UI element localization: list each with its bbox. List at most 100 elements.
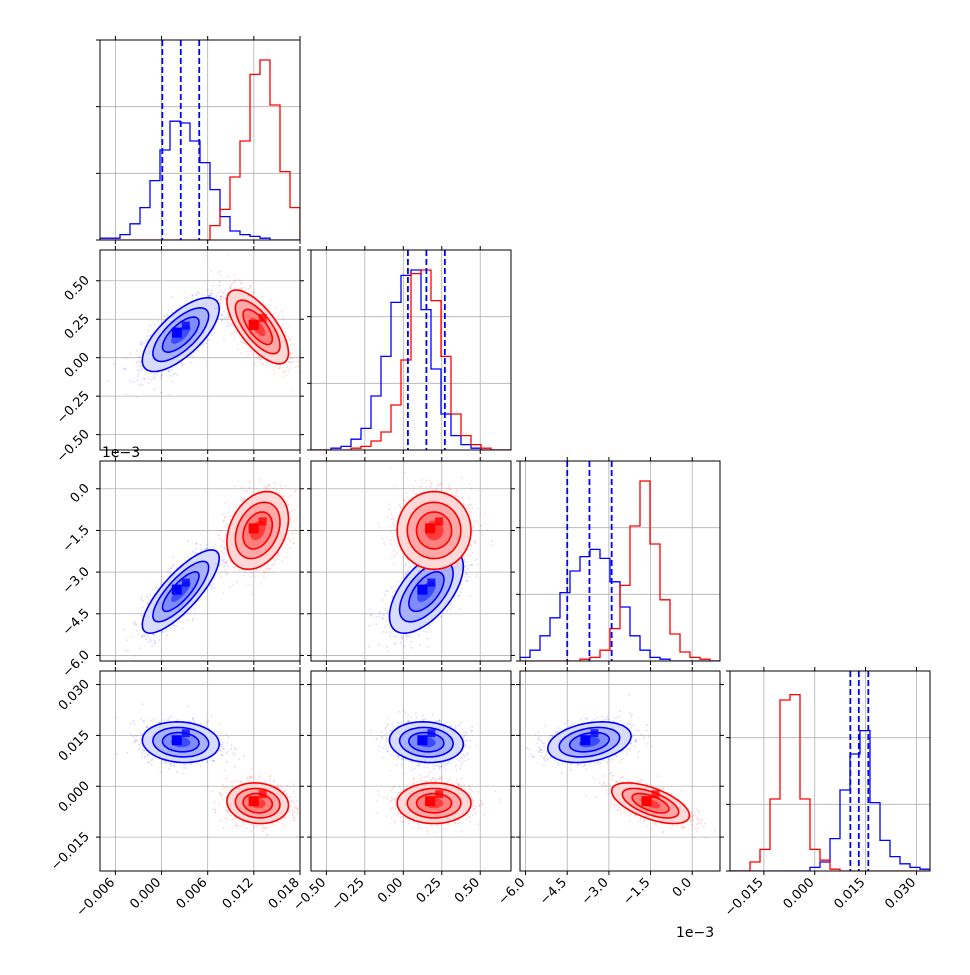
sample-point	[211, 587, 213, 589]
sample-point	[228, 567, 230, 569]
sample-point	[261, 359, 263, 361]
sample-point	[180, 362, 182, 364]
sample-point	[290, 357, 292, 359]
sample-point	[192, 295, 194, 297]
sample-point	[153, 373, 155, 375]
sample-point	[293, 509, 295, 511]
sample-point	[141, 636, 143, 638]
sample-point	[141, 369, 143, 371]
sample-point	[138, 633, 140, 635]
sample-point	[219, 274, 221, 276]
sample-point	[212, 546, 214, 548]
sample-point	[245, 343, 247, 345]
sample-point	[204, 547, 206, 549]
sample-point	[154, 643, 156, 645]
sample-point	[149, 325, 151, 327]
sample-point	[135, 624, 137, 626]
sample-point	[160, 392, 162, 394]
sample-point	[277, 315, 279, 317]
sample-point	[220, 299, 222, 301]
sample-point	[142, 600, 144, 602]
sample-point	[291, 352, 293, 354]
sample-point	[236, 505, 238, 507]
sample-point	[286, 374, 288, 376]
sample-point	[281, 326, 283, 328]
sample-point	[286, 556, 288, 558]
sample-point	[226, 560, 228, 562]
sample-point	[239, 279, 241, 281]
sample-point	[244, 491, 246, 493]
sample-point	[219, 302, 221, 304]
sample-point	[135, 362, 137, 364]
sample-point	[167, 571, 169, 573]
sample-point	[217, 285, 219, 287]
sample-point	[242, 499, 244, 501]
sample-point	[140, 360, 142, 362]
sample-point	[292, 542, 294, 544]
sample-point	[270, 299, 272, 301]
sample-point	[216, 300, 218, 302]
density-peak-bin	[259, 517, 267, 525]
sample-point	[196, 542, 198, 544]
sample-point	[253, 291, 255, 293]
sample-point	[238, 480, 240, 482]
sample-point	[164, 631, 166, 633]
sample-point	[223, 537, 225, 539]
sample-point	[140, 341, 142, 343]
sample-point	[222, 592, 224, 594]
sample-point	[289, 539, 291, 541]
density-peak-bin	[259, 314, 267, 322]
sample-point	[123, 629, 125, 631]
sample-point	[168, 309, 170, 311]
sample-point	[161, 374, 163, 376]
sample-point	[296, 519, 298, 521]
sample-point	[195, 552, 197, 554]
sample-point	[219, 290, 221, 292]
sample-point	[224, 569, 226, 571]
sample-point	[250, 576, 252, 578]
sample-point	[274, 482, 276, 484]
sample-point	[187, 540, 189, 542]
sample-point	[137, 369, 139, 371]
sample-point	[281, 560, 283, 562]
sample-point	[274, 560, 276, 562]
sample-point	[220, 529, 222, 531]
sample-point	[126, 639, 128, 641]
sample-point	[220, 538, 222, 540]
sample-point	[229, 586, 231, 588]
sample-point	[223, 520, 225, 522]
sample-point	[236, 581, 238, 583]
sample-point	[288, 504, 290, 506]
sample-point	[282, 323, 284, 325]
sample-point	[142, 634, 144, 636]
sample-point	[147, 335, 149, 337]
sample-point	[169, 394, 171, 396]
sample-point	[141, 343, 143, 345]
sample-point	[291, 510, 293, 512]
sample-point	[167, 575, 169, 577]
sample-point	[260, 478, 262, 480]
sample-point	[235, 279, 237, 281]
sample-point	[219, 284, 221, 286]
sample-point	[245, 572, 247, 574]
sample-point	[149, 599, 151, 601]
sample-point	[133, 655, 135, 657]
sample-point	[182, 627, 184, 629]
sample-point	[258, 356, 260, 358]
sample-point	[214, 577, 216, 579]
sample-point	[211, 334, 213, 336]
sample-point	[226, 322, 228, 324]
sample-point	[151, 640, 153, 642]
sample-point	[249, 351, 251, 353]
sample-point	[289, 339, 291, 341]
sample-point	[143, 378, 145, 380]
sample-point	[250, 584, 252, 586]
sample-point	[476, 558, 478, 560]
sample-point	[224, 317, 226, 319]
sample-point	[291, 343, 293, 345]
sample-point	[295, 349, 297, 351]
sample-point	[155, 586, 157, 588]
sample-point	[249, 487, 251, 489]
sample-point	[224, 502, 226, 504]
sample-point	[145, 638, 147, 640]
